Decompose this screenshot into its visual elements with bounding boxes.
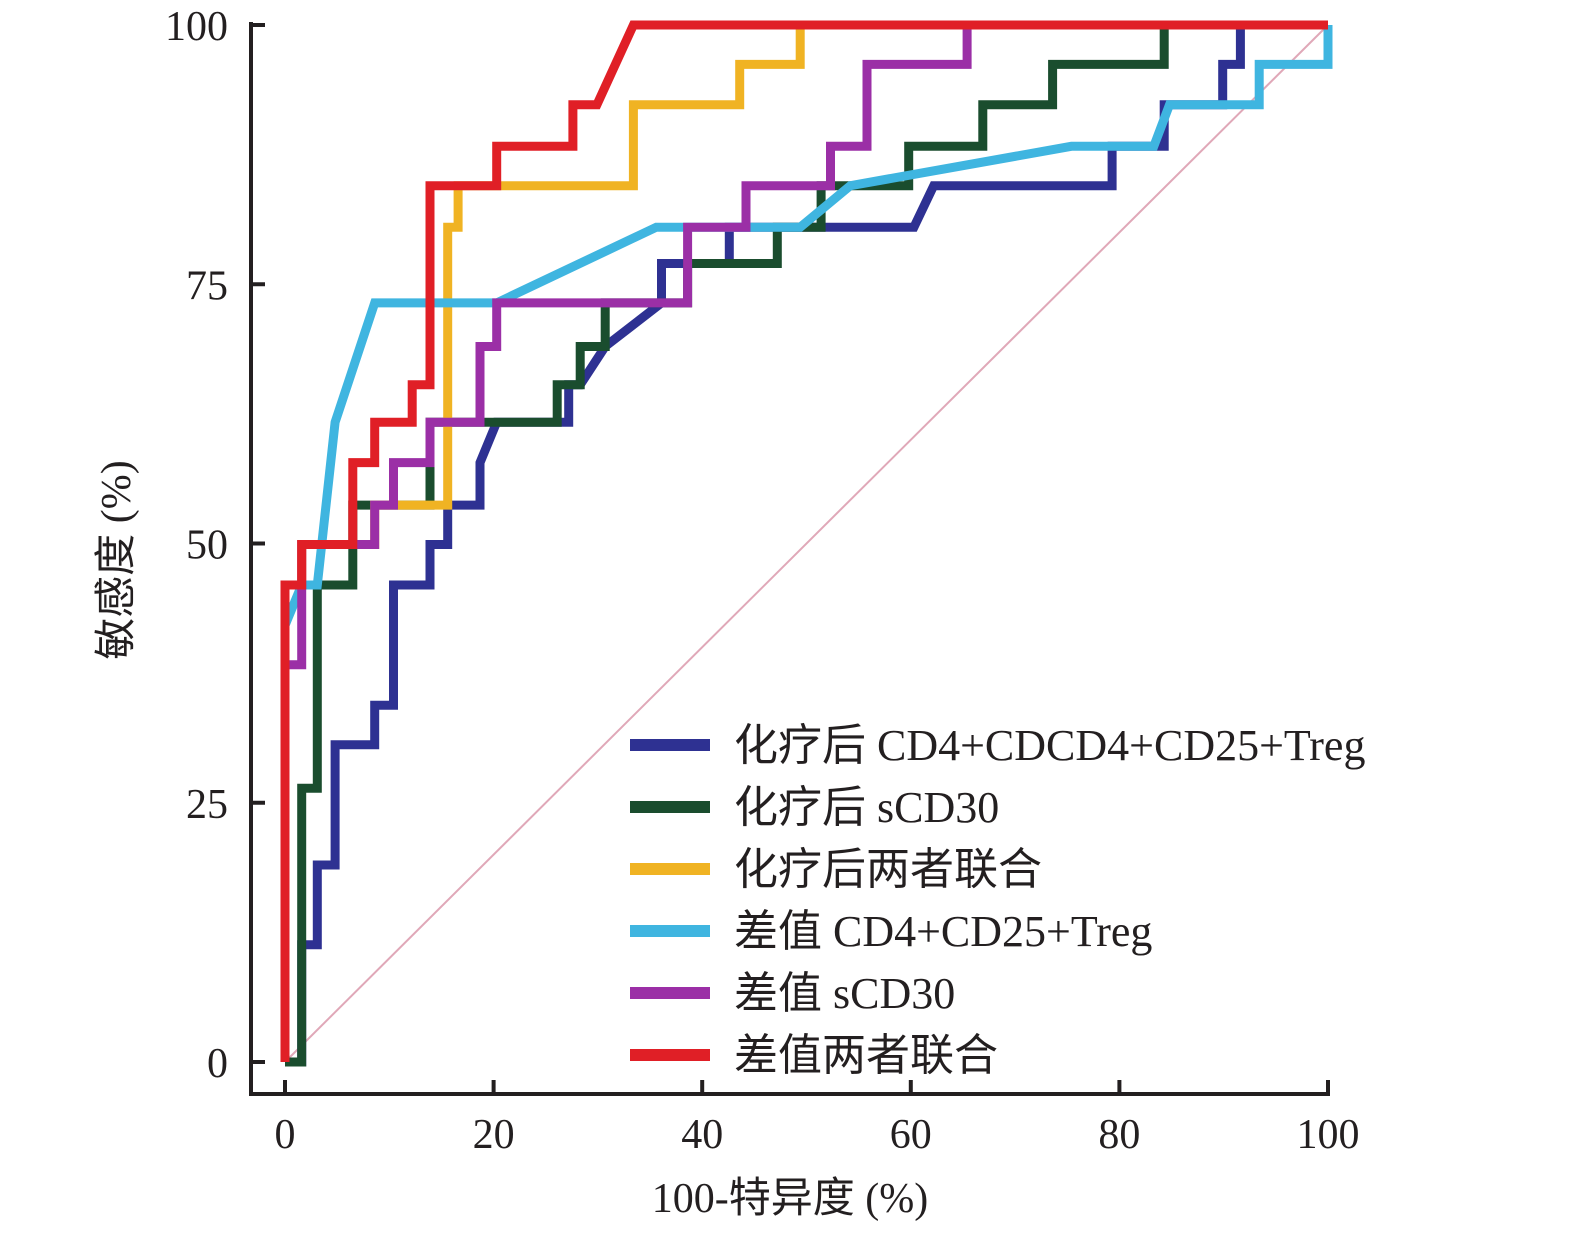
legend-swatch <box>630 1049 710 1061</box>
roc-series-line-5 <box>280 20 1328 1062</box>
y-tick-label: 25 <box>186 782 228 828</box>
y-tick-label: 50 <box>186 523 228 569</box>
x-ticks: 0 20 40 60 80 100 <box>275 1080 1360 1158</box>
legend-label: 化疗后 CD4+CDCD4+CD25+Treg <box>734 721 1365 770</box>
x-tick-label: 80 <box>1098 1112 1140 1158</box>
roc-series-line-6 <box>280 20 1328 1062</box>
legend-item: 差值两者联合 <box>630 1031 998 1080</box>
legend-item: 差值 CD4+CD25+Treg <box>630 907 1152 956</box>
legend-swatch <box>630 801 710 813</box>
y-axis-title: 敏感度 (%) <box>94 460 140 659</box>
legend-swatch <box>630 987 710 999</box>
legend-label: 化疗后 sCD30 <box>734 783 999 832</box>
y-tick-label: 100 <box>165 4 228 50</box>
x-axis-title: 100-特异度 (%) <box>652 1176 928 1222</box>
x-tick-label: 60 <box>890 1112 932 1158</box>
y-ticks: 0 25 50 75 100 <box>165 4 265 1087</box>
legend-item: 化疗后 CD4+CDCD4+CD25+Treg <box>630 721 1365 770</box>
x-tick-label: 40 <box>681 1112 723 1158</box>
legend-label: 差值两者联合 <box>734 1031 998 1080</box>
legend-item: 化疗后两者联合 <box>630 845 1042 894</box>
x-tick-label: 0 <box>275 1112 296 1158</box>
y-tick-label: 0 <box>207 1041 228 1087</box>
y-tick-label: 75 <box>186 263 228 309</box>
legend-item: 差值 sCD30 <box>630 969 955 1018</box>
x-tick-label: 100 <box>1297 1112 1360 1158</box>
legend-swatch <box>630 863 710 875</box>
plot-area <box>280 20 1333 1067</box>
reference-diagonal-line <box>284 24 1329 1063</box>
x-tick-label: 20 <box>473 1112 515 1158</box>
legend-label: 化疗后两者联合 <box>734 845 1042 894</box>
legend-swatch <box>630 739 710 751</box>
roc-series-line-4 <box>280 25 1333 1062</box>
legend-label: 差值 sCD30 <box>734 969 955 1018</box>
legend-item: 化疗后 sCD30 <box>630 783 999 832</box>
legend-label: 差值 CD4+CD25+Treg <box>734 907 1152 956</box>
legend-swatch <box>630 925 710 937</box>
